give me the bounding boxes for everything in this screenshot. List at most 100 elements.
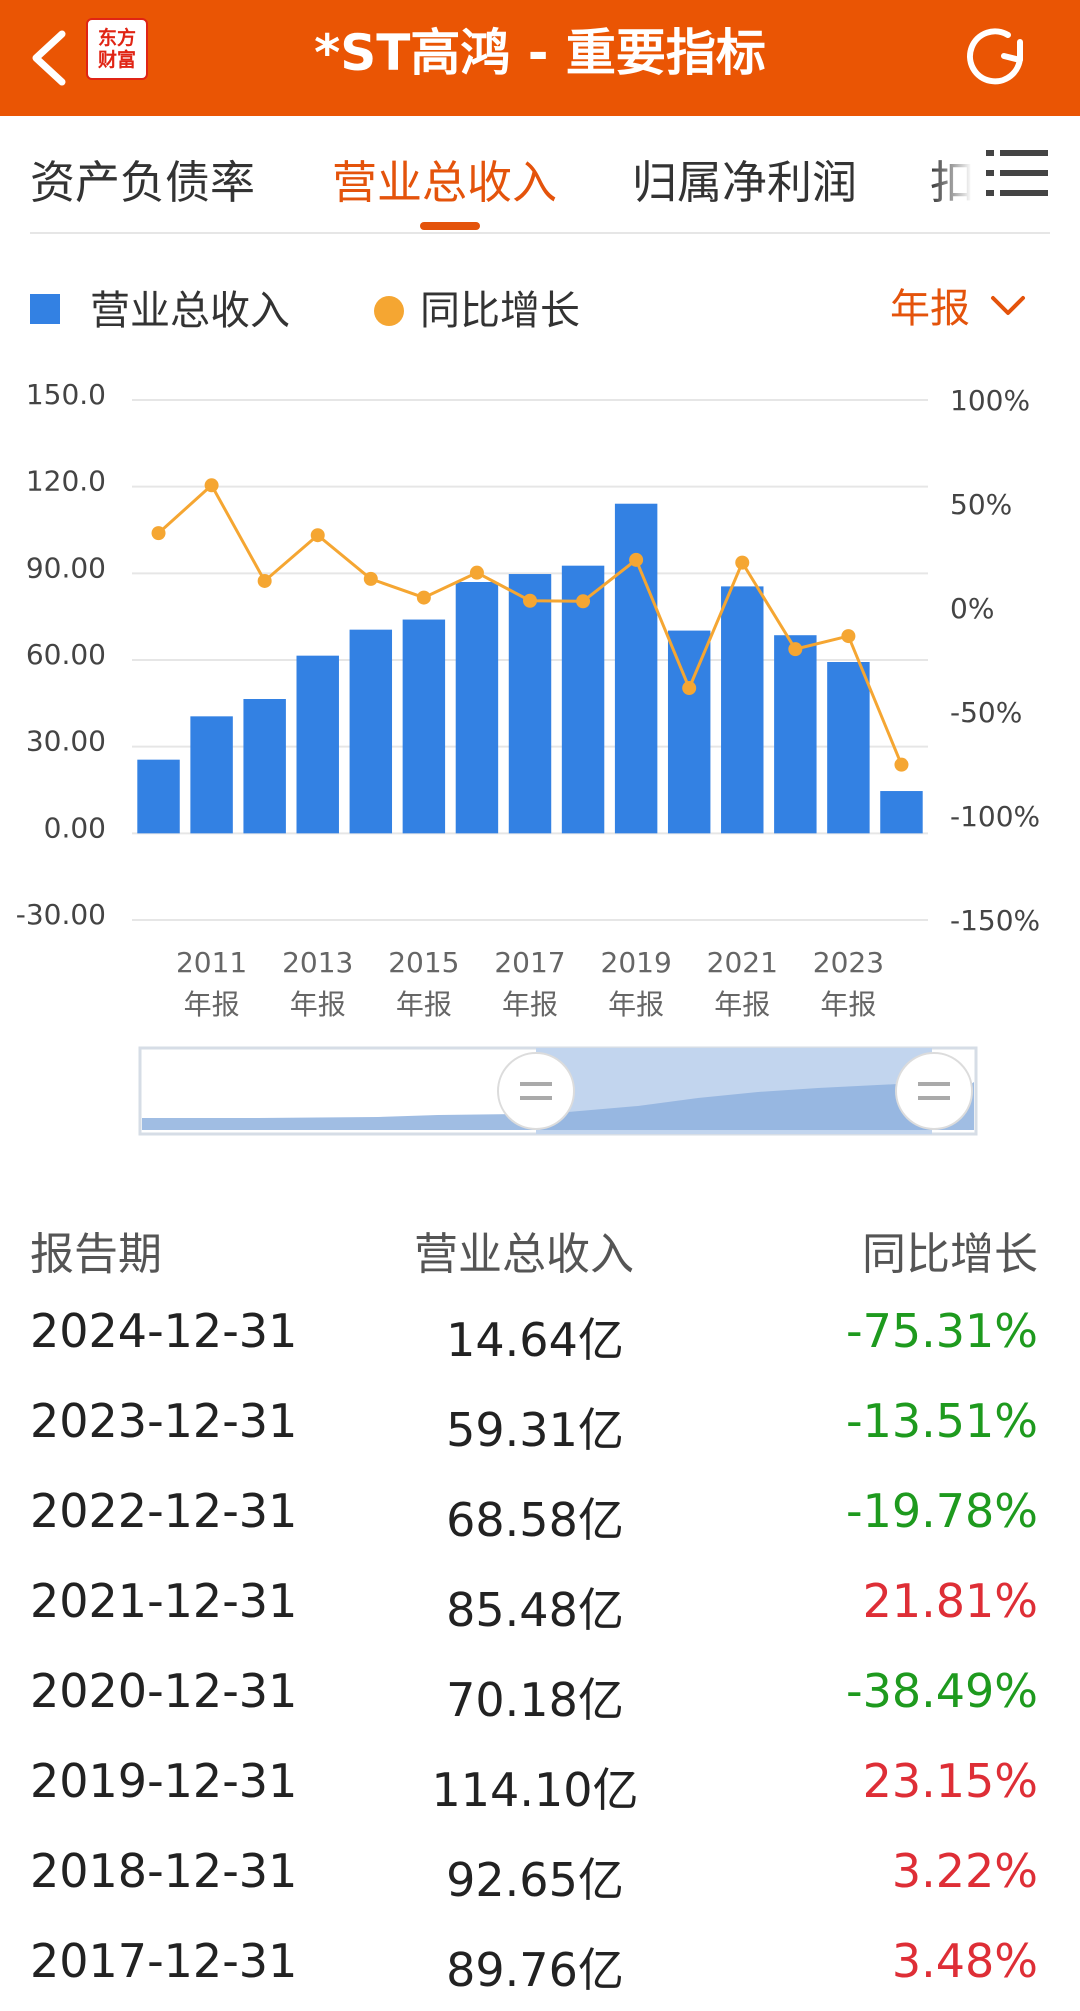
- header-yoy-growth: 同比增长: [862, 1229, 1038, 1280]
- chevron-down-icon[interactable]: [990, 294, 1026, 318]
- cell-yoy: 21.81%: [862, 1574, 1038, 1628]
- revenue-bar: [508, 574, 552, 834]
- cell-date: 2019-12-31: [30, 1754, 298, 1808]
- y-right-tick-label: -50%: [950, 696, 1022, 729]
- table-row[interactable]: 2024-12-31 14.64亿 -75.31%: [0, 1290, 1080, 1380]
- y-left-tick-label: 150.0: [26, 378, 106, 411]
- growth-point: [576, 594, 591, 609]
- tab-debt-ratio[interactable]: 资产负债率: [30, 156, 256, 209]
- slider-right-handle[interactable]: [895, 1052, 973, 1130]
- bar-legend-swatch: [30, 294, 60, 324]
- back-arrow-icon[interactable]: [22, 22, 82, 92]
- tabs-divider: [30, 232, 1050, 234]
- revenue-bar: [455, 582, 499, 834]
- growth-point: [629, 552, 644, 567]
- cell-revenue: 89.76亿: [446, 1943, 624, 1997]
- revenue-bar: [243, 699, 286, 834]
- header-report-period: 报告期: [30, 1229, 162, 1280]
- cell-revenue: 85.48亿: [446, 1583, 624, 1637]
- logo-text-line1: 东方: [97, 27, 136, 49]
- growth-point: [151, 526, 166, 541]
- tab-total-revenue[interactable]: 营业总收入: [332, 156, 558, 209]
- range-slider[interactable]: [138, 1046, 978, 1136]
- cell-yoy: -75.31%: [846, 1304, 1038, 1358]
- x-tick-year: 2017: [494, 946, 565, 979]
- revenue-bar: [880, 791, 923, 834]
- table-header: 报告期 营业总收入 同比增长: [0, 1200, 1080, 1290]
- y-left-tick-label: 60.00: [26, 638, 106, 671]
- y-right-tick-label: -150%: [950, 904, 1040, 937]
- tab-net-profit[interactable]: 归属净利润: [632, 156, 858, 209]
- revenue-bar: [402, 619, 446, 834]
- x-tick-suffix: 年报: [396, 988, 452, 1021]
- x-tick-suffix: 年报: [502, 988, 558, 1021]
- slider-left-handle[interactable]: [497, 1052, 575, 1130]
- line-legend-swatch: [374, 296, 404, 326]
- logo-text-line2: 财富: [97, 49, 136, 71]
- table-row[interactable]: 2018-12-31 92.65亿 3.22%: [0, 1830, 1080, 1920]
- cell-revenue: 114.10亿: [431, 1763, 639, 1817]
- growth-point: [469, 565, 484, 580]
- cell-date: 2018-12-31: [30, 1844, 298, 1898]
- revenue-bar: [774, 635, 817, 834]
- x-tick-year: 2015: [388, 946, 459, 979]
- growth-point: [788, 642, 803, 657]
- cell-yoy: 3.48%: [891, 1934, 1038, 1988]
- y-right-tick-label: 50%: [950, 488, 1012, 521]
- indicator-tabs: 资产负债率 营业总收入 归属净利润 扣: [0, 116, 1080, 234]
- x-tick-suffix: 年报: [608, 988, 664, 1021]
- table-row[interactable]: 2023-12-31 59.31亿 -13.51%: [0, 1380, 1080, 1470]
- cell-date: 2023-12-31: [30, 1394, 298, 1448]
- x-tick-suffix: 年报: [820, 988, 876, 1021]
- bar-legend-label: 营业总收入: [90, 288, 290, 334]
- table-row[interactable]: 2019-12-31 114.10亿 23.15%: [0, 1740, 1080, 1830]
- app-logo: 东方 财富: [86, 18, 148, 80]
- cell-date: 2022-12-31: [30, 1484, 298, 1538]
- cell-yoy: -19.78%: [846, 1484, 1038, 1538]
- cell-date: 2024-12-31: [30, 1304, 298, 1358]
- growth-point: [310, 528, 325, 543]
- revenue-bar: [137, 759, 180, 834]
- growth-point: [735, 555, 750, 570]
- x-tick-suffix: 年报: [714, 988, 770, 1021]
- x-tick-suffix: 年报: [184, 988, 240, 1021]
- cell-yoy: -38.49%: [846, 1664, 1038, 1718]
- growth-point: [523, 593, 537, 608]
- refresh-icon[interactable]: [958, 20, 1032, 94]
- y-left-tick-label: 0.00: [44, 811, 106, 844]
- cell-revenue: 92.65亿: [446, 1853, 624, 1907]
- cell-yoy: 3.22%: [891, 1844, 1038, 1898]
- table-row[interactable]: 2021-12-31 85.48亿 21.81%: [0, 1560, 1080, 1650]
- table-row[interactable]: 2017-12-31 89.76亿 3.48%: [0, 1920, 1080, 2010]
- cell-revenue: 70.18亿: [446, 1673, 624, 1727]
- chart-legend: 营业总收入 同比增长 年报: [0, 270, 1080, 334]
- growth-point: [204, 478, 219, 493]
- cell-date: 2021-12-31: [30, 1574, 298, 1628]
- cell-yoy: -13.51%: [846, 1394, 1038, 1448]
- revenue-bar: [561, 565, 605, 834]
- period-selector[interactable]: 年报: [890, 286, 970, 332]
- y-right-tick-label: -100%: [950, 800, 1040, 833]
- cell-yoy: 23.15%: [862, 1754, 1038, 1808]
- y-right-tick-label: 0%: [950, 592, 994, 625]
- growth-point: [682, 681, 697, 696]
- top-bar: 东方 财富 *ST高鸿 - 重要指标: [0, 0, 1080, 116]
- y-left-tick-label: 30.00: [26, 725, 106, 758]
- menu-icon[interactable]: [986, 142, 1050, 206]
- revenue-bar: [721, 586, 764, 834]
- header-total-revenue: 营业总收入: [414, 1229, 634, 1280]
- x-tick-suffix: 年报: [290, 988, 346, 1021]
- revenue-bar: [667, 630, 711, 834]
- tab-fade: [930, 136, 990, 216]
- table-row[interactable]: 2020-12-31 70.18亿 -38.49%: [0, 1650, 1080, 1740]
- revenue-bar: [349, 629, 393, 834]
- y-right-tick-label: 100%: [950, 384, 1030, 417]
- growth-point: [257, 573, 272, 588]
- table-row[interactable]: 2022-12-31 68.58亿 -19.78%: [0, 1470, 1080, 1560]
- growth-point: [416, 590, 431, 605]
- active-tab-indicator: [420, 222, 480, 230]
- cell-date: 2020-12-31: [30, 1664, 298, 1718]
- x-tick-year: 2019: [601, 946, 672, 979]
- x-tick-year: 2013: [282, 946, 353, 979]
- table-body: 2024-12-31 14.64亿 -75.31% 2023-12-31 59.…: [0, 1290, 1080, 2010]
